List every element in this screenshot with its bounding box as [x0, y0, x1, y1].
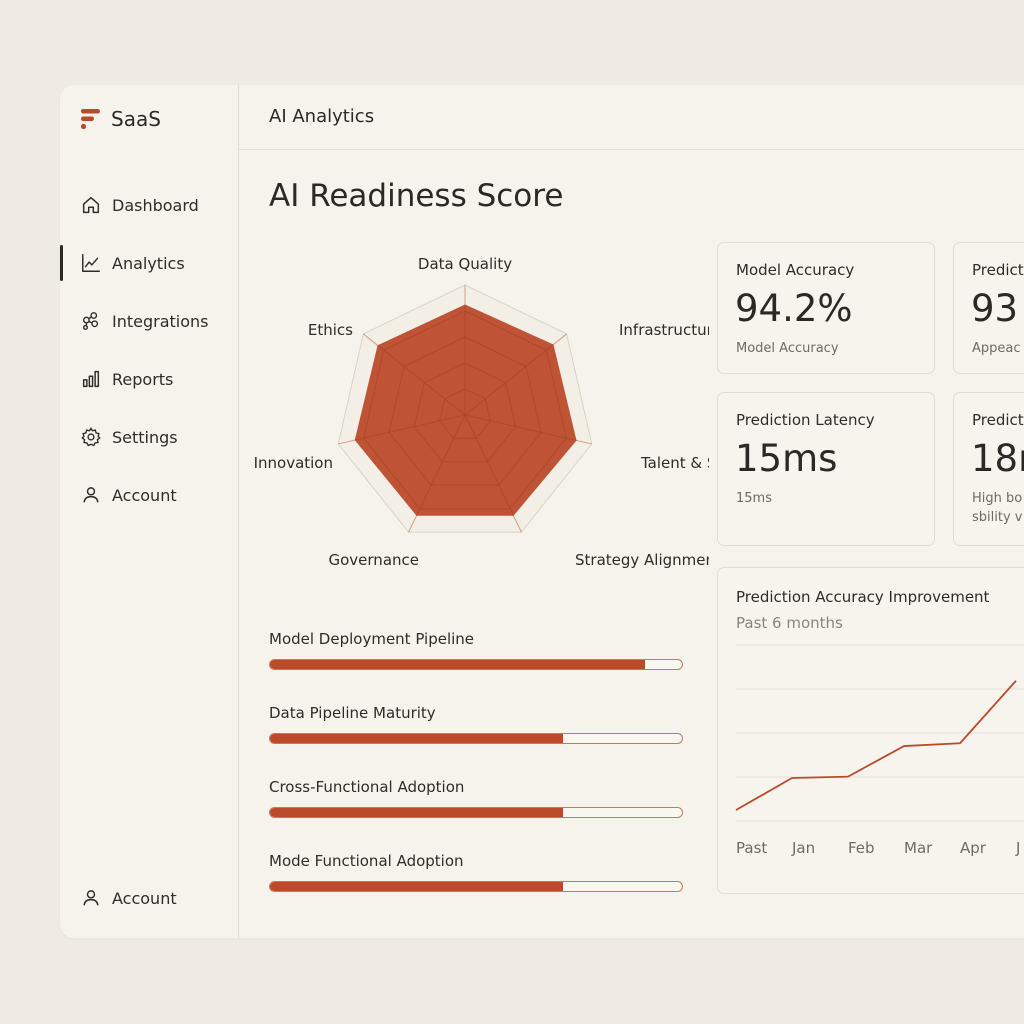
radar-spoke: [464, 414, 522, 533]
card-value: 15ms: [735, 437, 838, 480]
radar-spoke: [363, 333, 466, 416]
progress-item: Data Pipeline Maturity: [269, 704, 683, 744]
radar-spoke: [338, 414, 466, 445]
radar-axis-label: Strategy Alignment: [575, 551, 709, 569]
progress-label: Cross-Functional Adoption: [269, 778, 465, 796]
card-value: 18r: [971, 437, 1024, 480]
radar-axis-label: Infrastructure: [619, 321, 709, 339]
progress-fill: [270, 882, 563, 891]
card-title: Predict: [972, 261, 1024, 279]
radar-axis-label: Ethics: [308, 321, 353, 339]
card-value: 94.2%: [735, 287, 853, 330]
gear-icon: [81, 426, 101, 447]
card-value: 93: [971, 287, 1019, 330]
sidebar-footer-account[interactable]: Account: [80, 883, 177, 913]
sidebar-item-label: Reports: [112, 369, 174, 389]
chart-subtitle: Past 6 months: [736, 614, 843, 632]
active-indicator: [60, 245, 63, 281]
chart-tick-label: Apr: [960, 839, 987, 857]
card-title: Model Accuracy: [736, 261, 855, 279]
app-window: SaaS Dashboard Analytics Integrations Re…: [60, 85, 1024, 938]
bar-chart-icon: [82, 370, 100, 388]
sidebar-item-integrations[interactable]: Integrations: [80, 306, 209, 336]
line-chart-icon: [82, 254, 100, 272]
radar-axis-label: Governance: [329, 551, 420, 569]
sidebar-item-label: Account: [112, 485, 177, 505]
progress-label: Model Deployment Pipeline: [269, 630, 475, 648]
chart-series-line: [735, 680, 1017, 811]
chart-tick-label: Mar: [904, 839, 933, 857]
radar-grid-ring: [413, 362, 517, 463]
sidebar-item-label: Dashboard: [112, 195, 199, 215]
header-title: AI Analytics: [269, 106, 375, 127]
radar-spoke: [408, 414, 466, 533]
metric-card-prediction-2[interactable]: Predict 18r High bo sbility v: [953, 392, 1024, 546]
metric-card-prediction[interactable]: Predict 93 Appeac: [953, 242, 1024, 374]
sidebar: SaaS Dashboard Analytics Integrations Re…: [60, 85, 239, 938]
chart-title: Prediction Accuracy Improvement: [736, 588, 990, 606]
radar-grid-ring: [363, 310, 567, 510]
sidebar-item-label: Integrations: [112, 311, 209, 331]
progress-track: [269, 733, 683, 744]
progress-track: [269, 659, 683, 670]
sidebar-item-label: Account: [112, 888, 177, 908]
radar-axis-label: Talent & Skills: [640, 454, 709, 472]
progress-track: [269, 807, 683, 818]
radar-area: [354, 304, 577, 516]
accuracy-improvement-chart-card: Prediction Accuracy Improvement Past 6 m…: [717, 567, 1024, 894]
progress-fill: [270, 808, 563, 817]
sidebar-item-label: Analytics: [112, 253, 185, 273]
progress-item: Cross-Functional Adoption: [269, 778, 683, 818]
chart-tick-label: Past: [736, 839, 767, 857]
card-title: Prediction Latency: [736, 411, 875, 429]
readiness-radar-chart: Data Quality Infrastructure Talent & Skill…: [254, 255, 709, 569]
chart-tick-label: Feb: [848, 839, 875, 857]
accuracy-line-chart: Past Jan Feb Mar Apr J: [735, 644, 1024, 857]
card-subtitle: Appeac: [972, 341, 1021, 356]
page-title: AI Readiness Score: [269, 178, 564, 214]
sidebar-item-settings[interactable]: Settings: [80, 422, 178, 452]
home-icon: [82, 196, 100, 214]
radar-spoke: [464, 414, 592, 445]
progress-label: Mode Functional Adoption: [269, 852, 464, 870]
card-subtitle: 15ms: [736, 491, 772, 506]
progress-fill: [270, 734, 563, 743]
sidebar-item-dashboard[interactable]: Dashboard: [80, 190, 199, 220]
card-subtitle: High bo sbility v: [972, 491, 1023, 525]
brand[interactable]: SaaS: [80, 107, 161, 131]
metric-card-model-accuracy[interactable]: Model Accuracy 94.2% Model Accuracy: [717, 242, 935, 374]
progress-item: Model Deployment Pipeline: [269, 630, 683, 670]
progress-item: Mode Functional Adoption: [269, 852, 683, 892]
sidebar-item-analytics[interactable]: Analytics: [80, 248, 185, 278]
sidebar-item-account[interactable]: Account: [80, 480, 177, 510]
radar-axis-label: Data Quality: [418, 255, 512, 273]
sidebar-item-label: Settings: [112, 427, 178, 447]
user-icon: [83, 487, 99, 503]
metric-card-prediction-latency[interactable]: Prediction Latency 15ms 15ms: [717, 392, 935, 546]
radar-axis-label: Innovation: [254, 454, 333, 472]
integrations-icon: [82, 312, 99, 330]
user-icon: [83, 890, 99, 906]
logo-icon: [81, 109, 100, 129]
radar-spoke: [464, 333, 567, 416]
card-subtitle: Model Accuracy: [736, 341, 839, 356]
chart-tick-label: Jan: [791, 839, 815, 857]
progress-label: Data Pipeline Maturity: [269, 704, 436, 722]
radar-grid-ring: [439, 388, 491, 439]
sidebar-item-reports[interactable]: Reports: [80, 364, 173, 394]
brand-name: SaaS: [111, 107, 161, 131]
top-header: AI Analytics: [239, 85, 1024, 150]
progress-fill: [270, 660, 645, 669]
chart-tick-label: J: [1015, 839, 1020, 857]
radar-grid-ring: [388, 336, 542, 486]
progress-track: [269, 881, 683, 892]
card-title: Predict: [972, 411, 1024, 429]
